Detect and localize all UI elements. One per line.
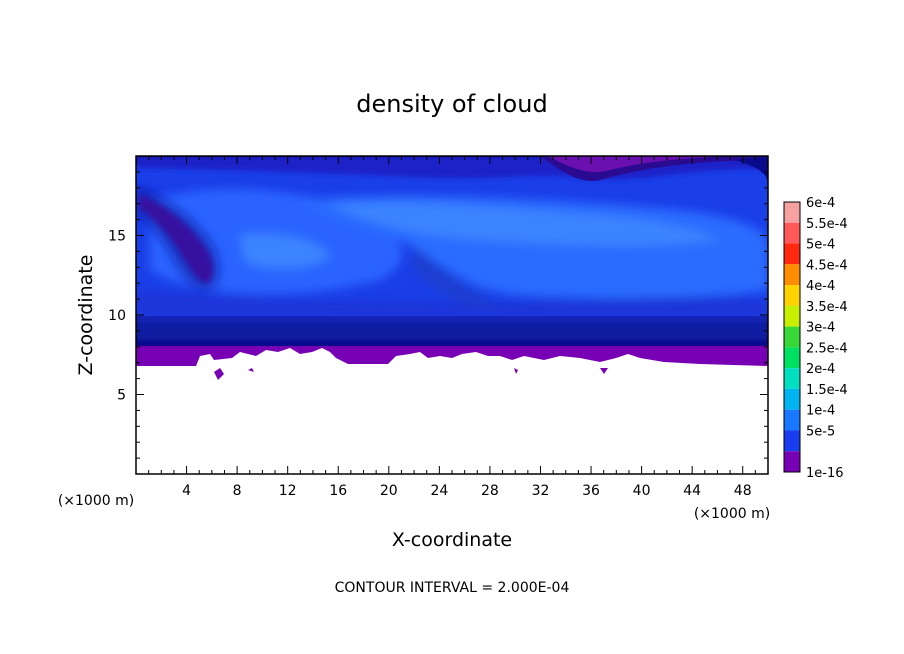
x-unit-right: (×1000 m) (694, 506, 770, 522)
cloud-diagonal-feature (411, 250, 500, 307)
colorbar: 6e-4 5.5e-4 5e-4 4.5e-4 4e-4 3.5e-4 3e-4 2.5e-4… (783, 196, 848, 481)
colorbar-swatch (784, 285, 800, 306)
x-tick-label: 32 (532, 483, 550, 499)
colorbar-swatch (784, 264, 800, 286)
chart-title: density of cloud (356, 90, 547, 118)
cloud-top-purple (548, 156, 740, 173)
colorbar-label: 4.5e-4 (806, 258, 848, 273)
cloud-lower-band (136, 290, 768, 318)
colorbar-swatch (784, 243, 800, 265)
colorbar-label: 4e-4 (806, 279, 835, 294)
colorbar-label: 3e-4 (806, 321, 835, 336)
cloud-dark-band-lower (136, 318, 768, 340)
cloud-fragment-2 (248, 368, 254, 372)
cloud-base-white (136, 348, 768, 474)
colorbar-label: 5e-4 (806, 238, 835, 253)
y-axis-label: Z-coordinate (75, 255, 97, 376)
colorbar-swatch (784, 409, 800, 431)
heatmap-field (136, 156, 768, 474)
x-tick-label: 28 (481, 483, 499, 499)
x-tick-label: 20 (380, 483, 398, 499)
cloud-core-left-bright (240, 233, 330, 269)
x-tick-label: 8 (233, 483, 242, 499)
x-axis: 4 8 12 16 20 24 28 32 36 40 44 48 (148, 156, 756, 499)
x-tick-label: 48 (734, 483, 752, 499)
x-tick-label: 12 (279, 483, 297, 499)
x-tick-label: 24 (430, 483, 448, 499)
colorbar-swatch (784, 347, 800, 369)
y-tick-label: 15 (108, 229, 126, 245)
x-tick-label: 4 (182, 483, 191, 499)
cloud-core-bright (330, 202, 720, 246)
colorbar-swatch (784, 451, 800, 472)
contour-interval-note: CONTOUR INTERVAL = 2.000E-04 (335, 580, 570, 596)
x-axis-label: X-coordinate (392, 529, 512, 551)
colorbar-swatch (784, 222, 800, 244)
colorbar-swatch (784, 388, 800, 410)
colorbar-label: 1.5e-4 (806, 383, 848, 398)
x-tick-label: 44 (683, 483, 701, 499)
colorbar-label: 1e-16 (806, 466, 844, 481)
colorbar-label: 1e-4 (806, 404, 835, 419)
y-axis: 5 10 15 (108, 171, 768, 459)
colorbar-label: 6e-4 (806, 196, 835, 211)
colorbar-label: 3.5e-4 (806, 300, 848, 315)
x-unit-left: (×1000 m) (58, 493, 134, 509)
y-tick-label: 5 (117, 388, 126, 404)
colorbar-frame (783, 201, 801, 473)
cloud-fragment-4 (600, 368, 608, 374)
colorbar-label: 2.5e-4 (806, 341, 848, 356)
colorbar-swatch (784, 368, 800, 389)
colorbar-swatch (784, 202, 800, 223)
purple-plume-halo (136, 185, 219, 290)
colorbar-swatch (784, 430, 800, 452)
x-tick-label: 16 (329, 483, 347, 499)
x-tick-label: 36 (582, 483, 600, 499)
cloud-fragment-1 (214, 368, 224, 380)
colorbar-label: 2e-4 (806, 362, 835, 377)
x-tick-label: 40 (633, 483, 651, 499)
y-tick-label: 10 (108, 308, 126, 324)
colorbar-label: 5.5e-4 (806, 217, 848, 232)
cloud-fragment-3 (514, 368, 518, 374)
colorbar-swatch (784, 305, 800, 327)
colorbar-swatch (784, 326, 800, 348)
colorbar-label: 5e-5 (806, 424, 835, 439)
cloud-right-dark-spot (735, 156, 768, 185)
